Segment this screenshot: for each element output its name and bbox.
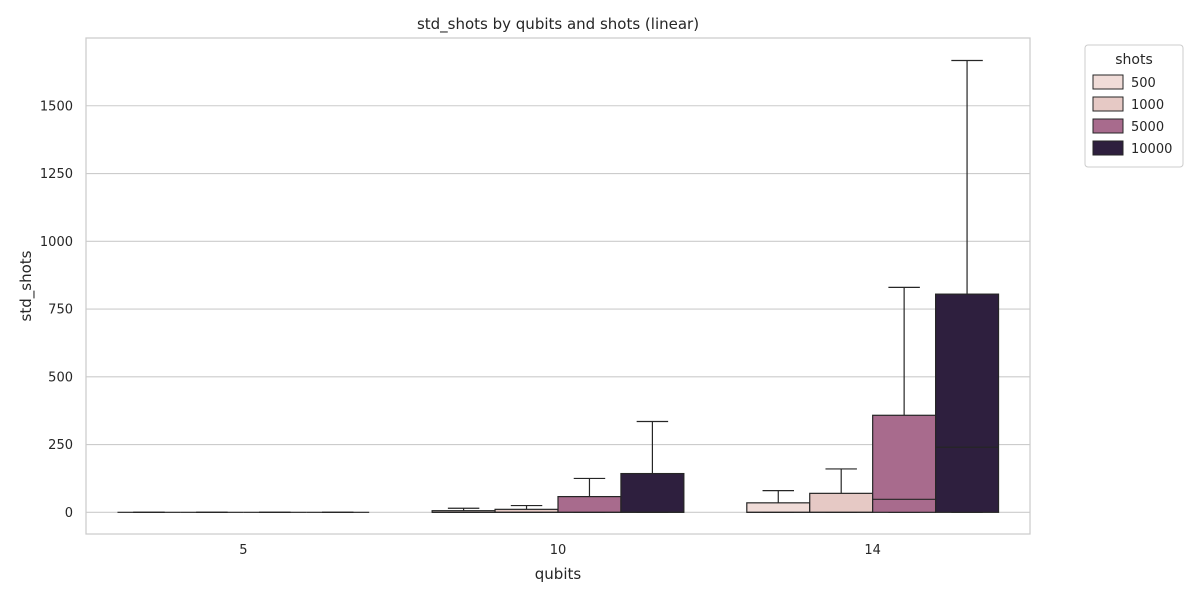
legend-item: 1000 — [1092, 96, 1164, 113]
box-500-14 — [746, 490, 811, 513]
legend-label: 5000 — [1131, 120, 1164, 135]
box-iqr — [809, 492, 874, 513]
box-plot-marks — [117, 59, 1000, 513]
y-tick-label: 0 — [65, 506, 73, 521]
legend-label: 1000 — [1131, 98, 1164, 113]
box-5000-10 — [557, 477, 622, 513]
y-tick-label: 250 — [48, 438, 73, 453]
grid-lines — [86, 105, 1030, 513]
x-axis-label: qubits — [535, 565, 582, 583]
legend-items: 500 1000 5000 10000 — [1092, 74, 1172, 157]
box-iqr — [934, 293, 1000, 513]
y-tick-label: 1500 — [40, 99, 73, 114]
box-iqr — [620, 472, 685, 513]
legend-item: 5000 — [1092, 118, 1164, 135]
box-10000-10 — [620, 420, 685, 513]
box-500-10 — [431, 507, 496, 513]
box-iqr — [746, 502, 811, 513]
y-tick-label: 1000 — [40, 235, 73, 250]
plot-area-frame — [85, 37, 1031, 535]
x-tick-label: 10 — [550, 543, 567, 558]
box-1000-14 — [809, 468, 874, 513]
y-tick-labels: 0 250 500 750 1000 1250 1500 — [40, 99, 73, 521]
x-tick-labels: 5 10 14 — [239, 543, 881, 558]
legend: shots 500 1000 5000 10000 — [1084, 44, 1184, 168]
box-iqr — [872, 414, 937, 513]
box-10000-14 — [934, 59, 1000, 513]
box-1000-10 — [494, 504, 559, 513]
legend-item: 10000 — [1092, 140, 1172, 157]
y-tick-label: 500 — [48, 370, 73, 385]
box-iqr — [557, 495, 622, 513]
legend-item: 500 — [1092, 74, 1156, 91]
legend-swatch — [1092, 74, 1124, 90]
box-5000-14 — [872, 286, 937, 513]
legend-label: 500 — [1131, 76, 1156, 91]
legend-label: 10000 — [1131, 142, 1172, 157]
y-tick-label: 750 — [48, 303, 73, 318]
y-tick-label: 1250 — [40, 167, 73, 182]
x-tick-label: 5 — [239, 543, 247, 558]
legend-swatch — [1092, 96, 1124, 112]
legend-title: shots — [1115, 52, 1153, 68]
legend-swatch — [1092, 140, 1124, 156]
chart-title: std_shots by qubits and shots (linear) — [417, 15, 699, 34]
legend-swatch — [1092, 118, 1124, 134]
y-axis-label: std_shots — [17, 250, 36, 321]
x-tick-label: 14 — [864, 543, 881, 558]
